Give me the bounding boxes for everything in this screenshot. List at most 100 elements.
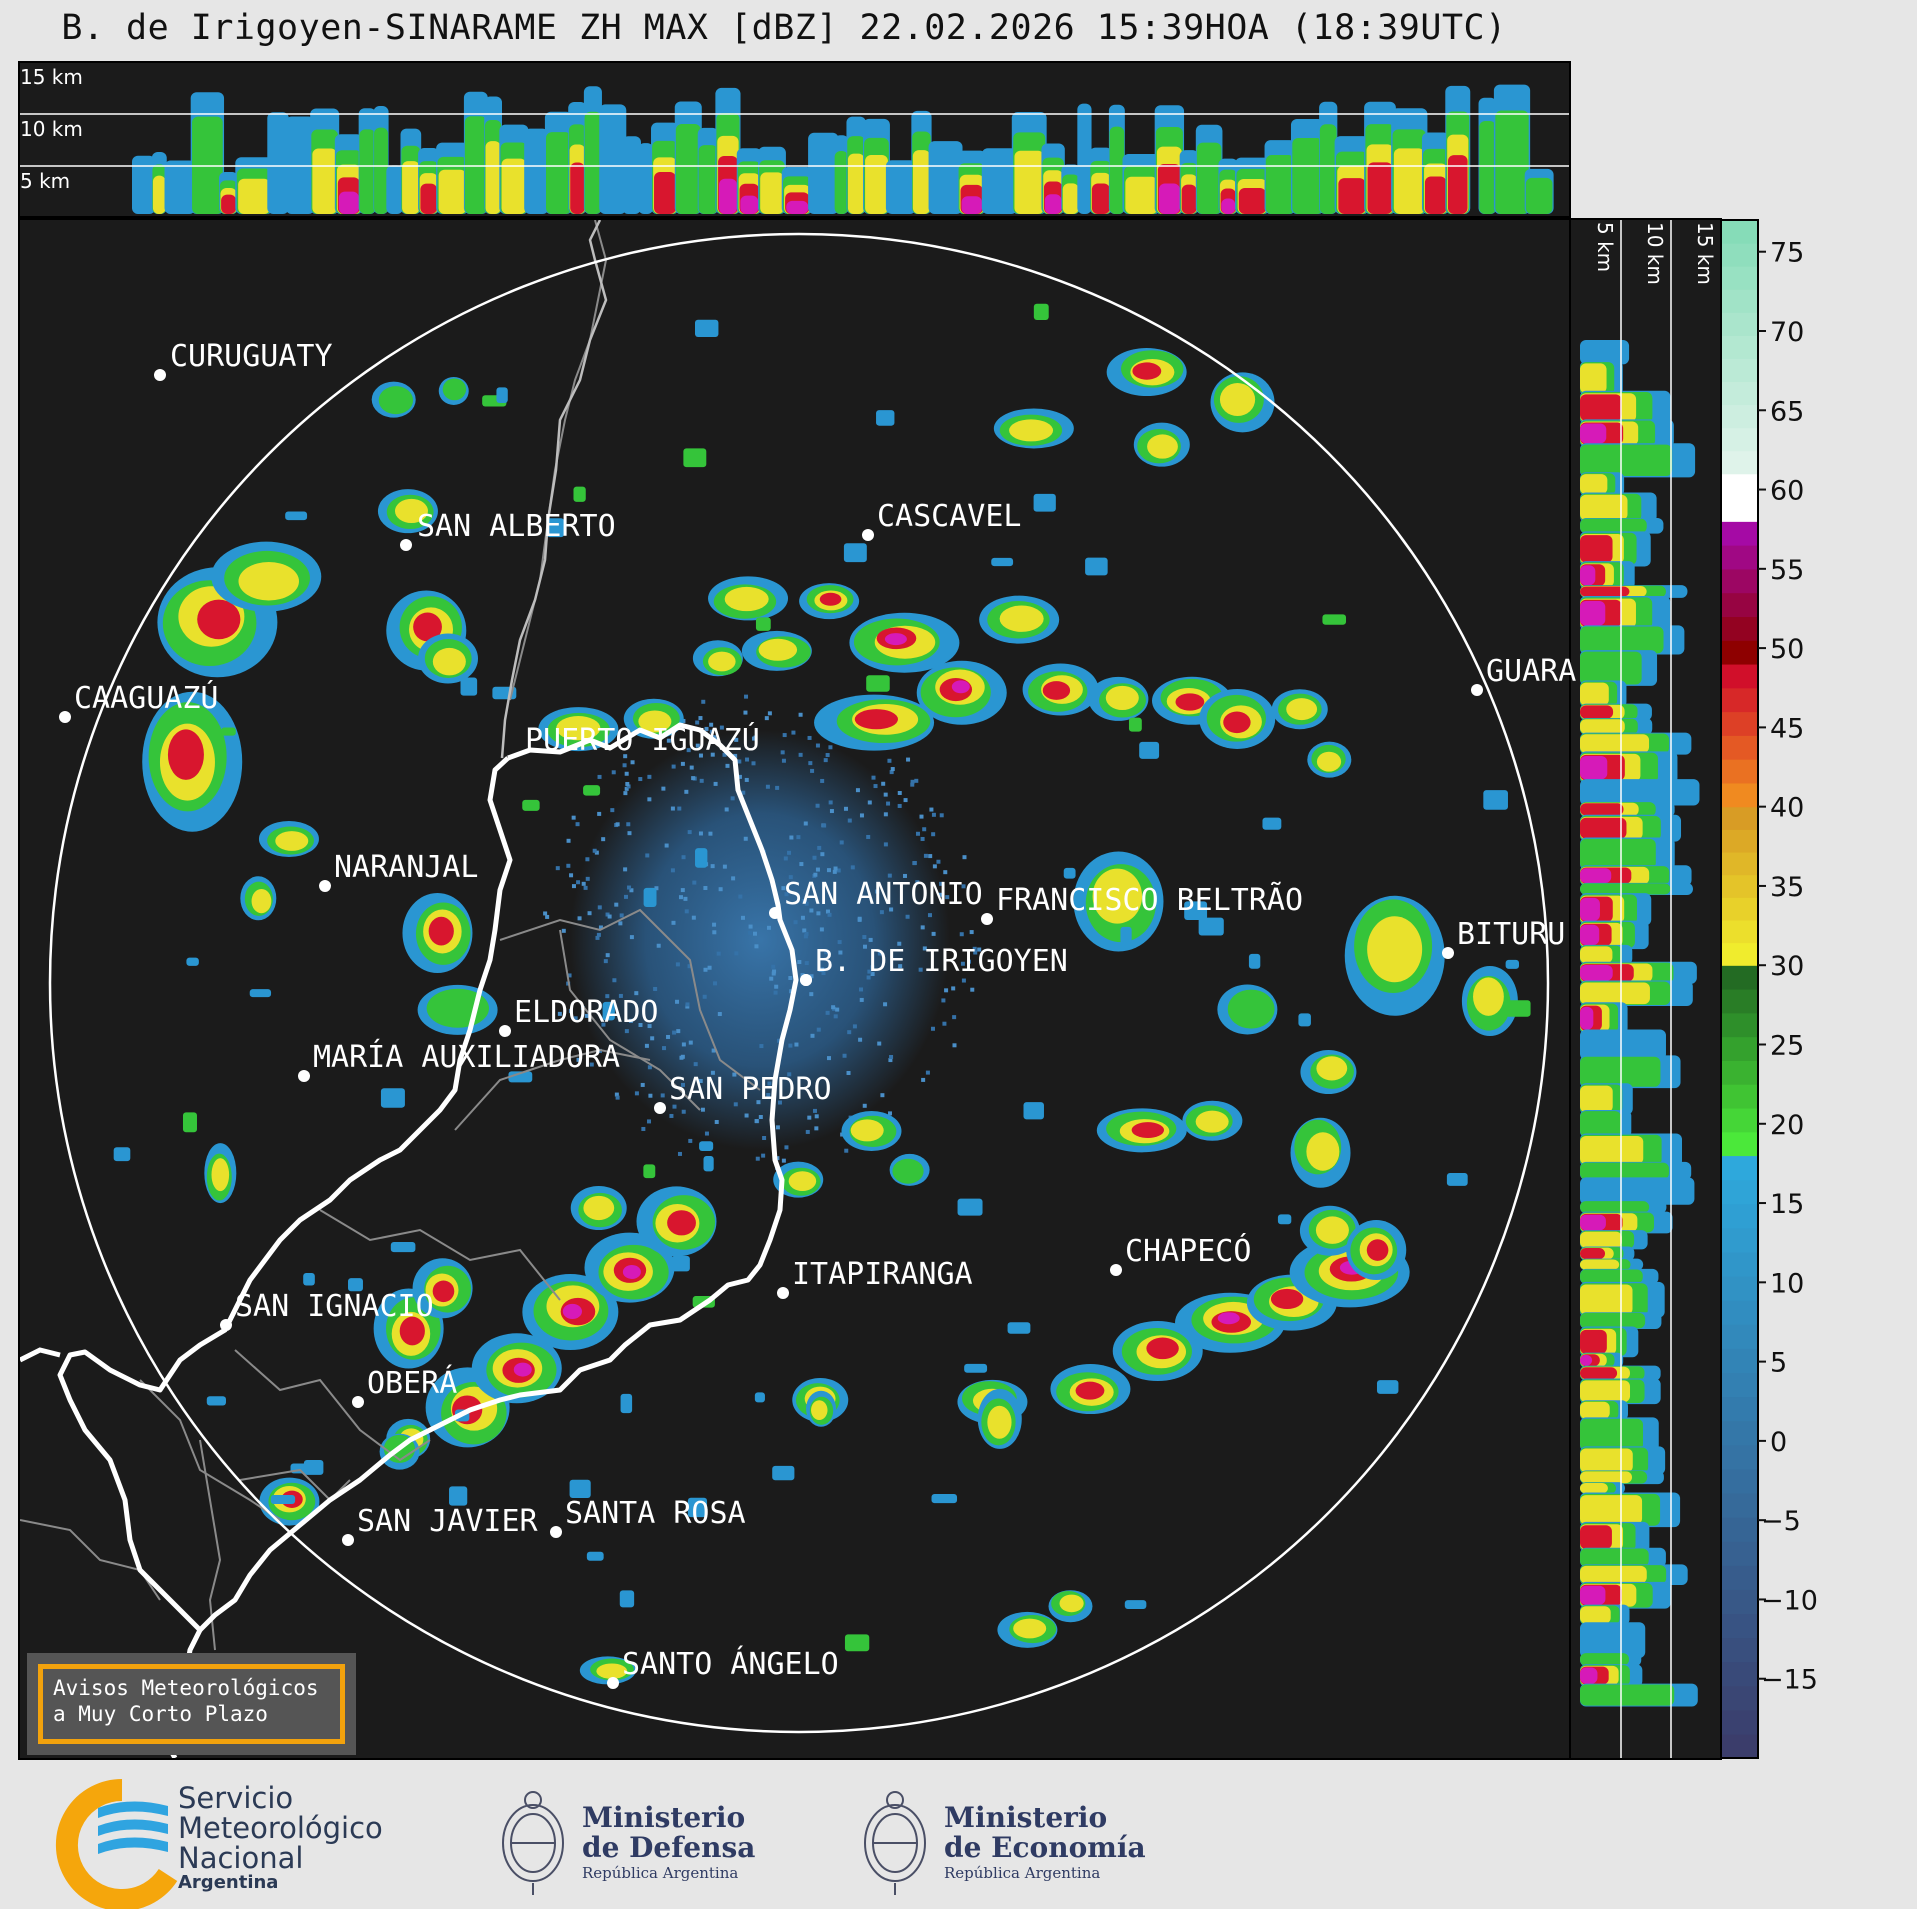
clutter-speckle bbox=[595, 935, 600, 940]
clutter-speckle bbox=[597, 774, 602, 779]
clutter-speckle bbox=[677, 806, 682, 811]
colorbar-band-step bbox=[1721, 1685, 1758, 1711]
echo-speck bbox=[206, 1396, 226, 1406]
echo-speck bbox=[1124, 1600, 1147, 1609]
colorbar-band-step bbox=[1721, 312, 1758, 336]
side-height-label-10: 10 km bbox=[1643, 222, 1667, 285]
clutter-speckle bbox=[938, 892, 943, 897]
clutter-speckle bbox=[712, 735, 717, 740]
city-label: SAN JAVIER bbox=[342, 1504, 539, 1546]
clutter-speckle bbox=[969, 930, 974, 935]
colorbar-band-step bbox=[1721, 1541, 1758, 1566]
city-label: B. DE IRIGOYEN bbox=[800, 944, 1068, 986]
colorbar-band-step bbox=[1721, 1203, 1758, 1229]
colorbar-band-step bbox=[1721, 1275, 1758, 1301]
echo-cell bbox=[622, 1264, 641, 1279]
clutter-speckle bbox=[571, 815, 576, 820]
echo-speck bbox=[1063, 867, 1076, 879]
clutter-speckle bbox=[612, 978, 617, 983]
clutter-speckle bbox=[704, 726, 709, 731]
colorbar-tick-label: 55 bbox=[1770, 555, 1804, 586]
colorbar-band-step bbox=[1721, 735, 1758, 760]
clutter-speckle bbox=[800, 915, 805, 920]
city-marker-icon bbox=[298, 1070, 310, 1082]
echo-speck bbox=[303, 1272, 315, 1286]
echo-cell bbox=[1059, 1594, 1084, 1613]
clutter-speckle bbox=[680, 1054, 685, 1059]
clutter-speckle bbox=[775, 785, 780, 790]
clutter-speckle bbox=[605, 912, 610, 917]
clutter-speckle bbox=[744, 777, 749, 782]
clutter-speckle bbox=[868, 937, 873, 942]
clutter-speckle bbox=[685, 1002, 690, 1007]
colorbar-band-step bbox=[1721, 759, 1758, 784]
colorbar-tick-label: −5 bbox=[1761, 1506, 1801, 1537]
clutter-speckle bbox=[889, 1054, 894, 1059]
clutter-speckle bbox=[569, 873, 574, 878]
side-echo-row bbox=[1580, 474, 1608, 495]
city-name: SAN JAVIER bbox=[357, 1504, 539, 1539]
clutter-speckle bbox=[743, 710, 748, 715]
colorbar-band-step bbox=[1721, 1012, 1758, 1038]
colorbar-band-step bbox=[1721, 568, 1758, 594]
top-echo-column bbox=[698, 145, 718, 214]
side-echo-row bbox=[1580, 734, 1650, 753]
clutter-speckle bbox=[829, 809, 834, 814]
clutter-speckle bbox=[709, 729, 714, 734]
echo-cell bbox=[413, 612, 442, 642]
city-label: FRANCISCO BELTRÃO bbox=[981, 882, 1303, 925]
clutter-speckle bbox=[875, 889, 880, 894]
top-echo-column bbox=[1062, 183, 1079, 214]
city-name: MARÍA AUXILIADORA bbox=[313, 1039, 620, 1075]
top-height-label-5: 5 km bbox=[20, 169, 70, 193]
clutter-speckle bbox=[618, 993, 623, 998]
clutter-speckle bbox=[703, 967, 708, 972]
side-echo-row bbox=[1580, 1483, 1608, 1494]
clutter-speckle bbox=[798, 752, 803, 757]
echo-speck bbox=[671, 1255, 690, 1272]
city-label: GUARA bbox=[1471, 654, 1576, 696]
city-name: FRANCISCO BELTRÃO bbox=[996, 882, 1303, 918]
clutter-speckle bbox=[813, 872, 818, 877]
clutter-speckle bbox=[809, 974, 814, 979]
side-echo-row bbox=[1580, 868, 1612, 883]
side-echo-row bbox=[1580, 1177, 1695, 1205]
clutter-speckle bbox=[555, 866, 560, 871]
side-echo-row bbox=[1580, 1056, 1661, 1087]
side-echo-row bbox=[1580, 1162, 1669, 1180]
clutter-speckle bbox=[714, 1119, 719, 1124]
clutter-speckle bbox=[819, 927, 824, 932]
clutter-speckle bbox=[886, 801, 891, 806]
colorbar-bands bbox=[1721, 220, 1758, 1759]
echo-speck bbox=[1023, 1102, 1044, 1120]
side-echo-row bbox=[1580, 1367, 1618, 1380]
echo-cell bbox=[1227, 989, 1275, 1029]
city-name: SAN ANTONIO bbox=[784, 877, 983, 912]
side-echo-row bbox=[1580, 1525, 1612, 1550]
echo-cell bbox=[951, 680, 970, 694]
clutter-speckle bbox=[762, 1135, 767, 1140]
echo-speck bbox=[1298, 1013, 1311, 1027]
clutter-speckle bbox=[648, 1093, 653, 1098]
clutter-speckle bbox=[755, 1156, 760, 1161]
echo-speck bbox=[957, 1198, 983, 1216]
clutter-speckle bbox=[627, 885, 632, 890]
city-label: SANTA ROSA bbox=[550, 1496, 746, 1538]
city-label: SANTO ÁNGELO bbox=[607, 1646, 839, 1689]
clutter-speckle bbox=[815, 743, 820, 748]
clutter-speckle bbox=[887, 1111, 892, 1116]
clutter-speckle bbox=[880, 1093, 885, 1098]
clutter-speckle bbox=[783, 856, 788, 861]
clutter-speckle bbox=[915, 831, 920, 836]
side-echo-row bbox=[1580, 1085, 1613, 1113]
clutter-speckle bbox=[883, 842, 888, 847]
clutter-speckle bbox=[580, 1005, 585, 1010]
clutter-speckle bbox=[812, 1108, 817, 1113]
clutter-speckle bbox=[797, 960, 802, 965]
clutter-speckle bbox=[641, 1126, 646, 1131]
side-echo-row bbox=[1580, 982, 1650, 1005]
clutter-speckle bbox=[945, 895, 950, 900]
clutter-speckle bbox=[858, 1037, 863, 1042]
clutter-speckle bbox=[597, 811, 602, 816]
